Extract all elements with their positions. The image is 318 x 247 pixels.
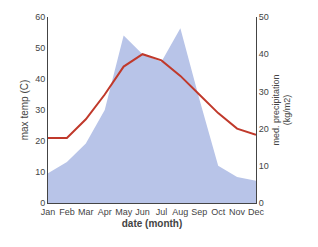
- svg-text:Jul: Jul: [156, 207, 168, 217]
- svg-text:30: 30: [259, 87, 269, 97]
- svg-text:20: 20: [259, 124, 269, 134]
- svg-text:40: 40: [35, 74, 45, 84]
- svg-text:Jun: Jun: [135, 207, 150, 217]
- svg-text:0: 0: [259, 198, 264, 208]
- svg-text:Feb: Feb: [59, 207, 75, 217]
- svg-text:Nov: Nov: [229, 207, 246, 217]
- svg-text:50: 50: [259, 12, 269, 22]
- svg-text:Jan: Jan: [41, 207, 56, 217]
- svg-text:date (month): date (month): [122, 218, 183, 229]
- svg-text:max temp (C): max temp (C): [19, 80, 30, 141]
- svg-text:Oct: Oct: [211, 207, 226, 217]
- svg-text:Apr: Apr: [98, 207, 112, 217]
- svg-text:50: 50: [35, 43, 45, 53]
- svg-text:20: 20: [35, 136, 45, 146]
- svg-text:Mar: Mar: [78, 207, 94, 217]
- svg-text:30: 30: [35, 105, 45, 115]
- svg-text:May: May: [115, 207, 133, 217]
- svg-text:Sep: Sep: [191, 207, 207, 217]
- svg-text:med. precipitation(kg/m2): med. precipitation(kg/m2): [271, 74, 293, 145]
- svg-text:10: 10: [35, 167, 45, 177]
- svg-text:10: 10: [259, 161, 269, 171]
- svg-text:Aug: Aug: [172, 207, 188, 217]
- svg-text:60: 60: [35, 12, 45, 22]
- svg-text:Dec: Dec: [248, 207, 265, 217]
- svg-text:0: 0: [40, 198, 45, 208]
- svg-text:40: 40: [259, 49, 269, 59]
